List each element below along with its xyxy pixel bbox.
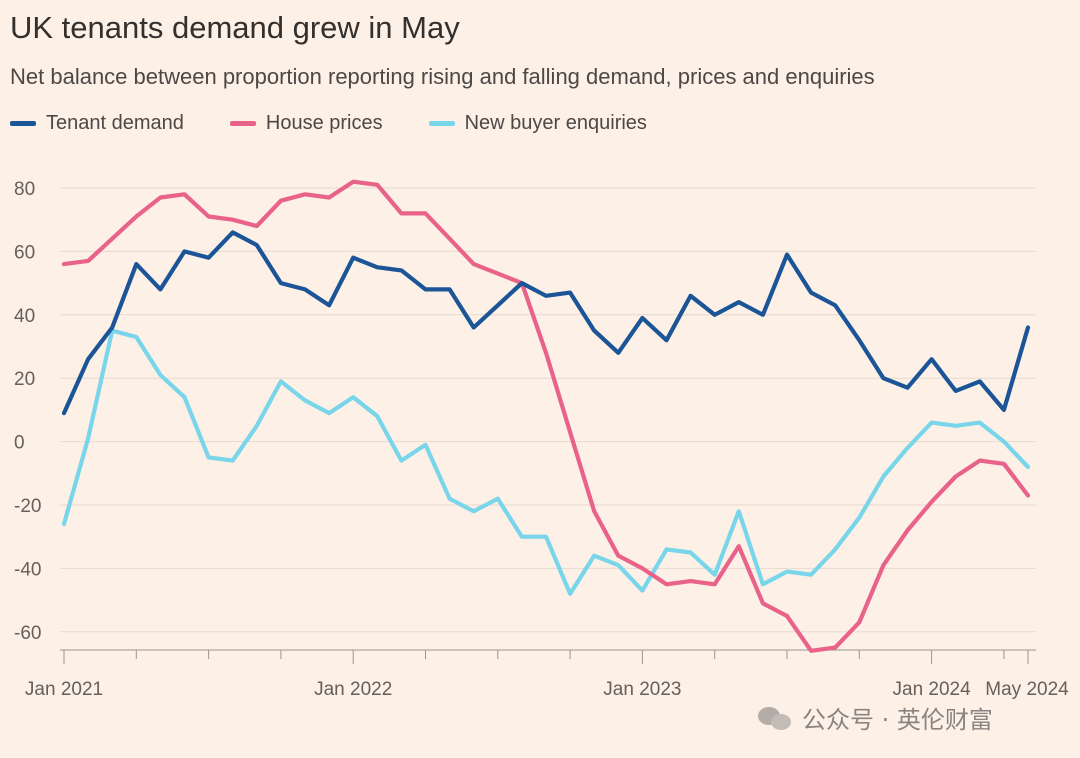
- chart-title: UK tenants demand grew in May: [10, 10, 460, 45]
- series-line-tenant-demand: [61, 230, 1031, 416]
- legend-swatch-new-buyer-enquiries: [428, 121, 455, 126]
- watermark-text: 公众号 · 英伦财富: [802, 706, 993, 734]
- legend-swatch-tenant-demand: [10, 121, 36, 126]
- wechat-icon: [758, 705, 792, 731]
- y-tick-label: -60: [14, 623, 41, 644]
- legend-item-tenant-demand: Tenant demand: [10, 112, 184, 135]
- x-tick-label: Jan 2021: [25, 679, 103, 700]
- series-line-new-buyer-enquiries: [61, 328, 1031, 596]
- legend-item-house-prices: House prices: [229, 112, 383, 135]
- y-tick-label: 80: [14, 179, 35, 200]
- legend: Tenant demand House prices New buyer enq…: [10, 112, 693, 135]
- y-tick-label: 20: [14, 369, 35, 390]
- x-tick-label: Jan 2024: [893, 679, 972, 700]
- legend-label-new-buyer-enquiries: New buyer enquiries: [464, 112, 647, 134]
- y-tick-label: 0: [14, 433, 25, 454]
- legend-label-house-prices: House prices: [265, 112, 383, 134]
- chart-subtitle: Net balance between proportion reporting…: [10, 64, 875, 89]
- series-line-house-prices: [61, 179, 1031, 653]
- legend-swatch-house-prices: [229, 121, 256, 126]
- y-tick-label: -20: [14, 496, 41, 517]
- x-tick-label: Jan 2022: [314, 679, 392, 700]
- watermark: 公众号 · 英伦财富: [758, 700, 993, 735]
- y-tick-label: -40: [14, 559, 41, 580]
- legend-item-new-buyer-enquiries: New buyer enquiries: [428, 112, 647, 135]
- x-tick-label: May 2024: [985, 679, 1069, 700]
- x-tick-label: Jan 2023: [603, 679, 681, 700]
- y-tick-label: 60: [14, 242, 35, 263]
- legend-label-tenant-demand: Tenant demand: [46, 112, 184, 134]
- y-tick-label: 40: [14, 306, 35, 327]
